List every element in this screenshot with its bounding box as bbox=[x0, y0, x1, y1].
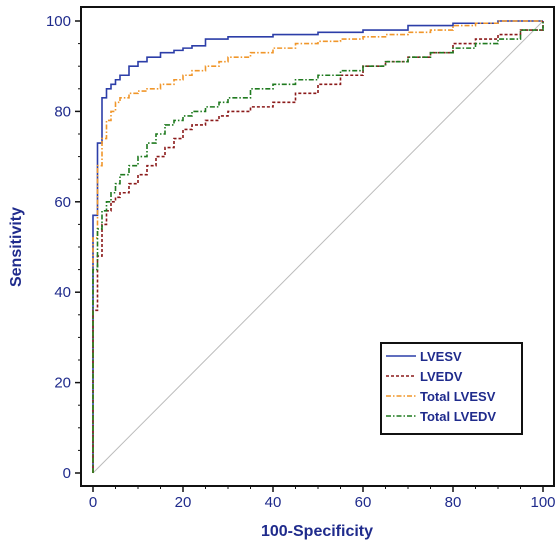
legend-label-total-lvedv: Total LVEDV bbox=[420, 409, 496, 424]
series-line-lvedv bbox=[92, 21, 544, 473]
y-tick-label: 20 bbox=[54, 375, 71, 392]
series-line-total-lvesv bbox=[92, 20, 543, 473]
series-line-lvesv bbox=[92, 20, 543, 473]
x-tick-label: 20 bbox=[175, 494, 192, 511]
legend-label-total-lvesv: Total LVESV bbox=[420, 389, 496, 404]
legend-items: LVESV LVEDV Total LVESV Total LVEDV bbox=[386, 349, 496, 424]
legend-label-lvedv: LVEDV bbox=[420, 369, 463, 384]
y-tick-label: 80 bbox=[54, 103, 71, 120]
x-tick-label: 60 bbox=[355, 494, 372, 511]
legend-label-lvesv: LVESV bbox=[420, 349, 462, 364]
y-tick-label: 100 bbox=[46, 13, 71, 30]
series-layer bbox=[92, 20, 544, 473]
y-axis-title: Sensitivity bbox=[8, 207, 25, 287]
x-axis-title: 100-Specificity bbox=[261, 523, 373, 540]
x-tick-label: 40 bbox=[265, 494, 282, 511]
x-tick-label: 0 bbox=[89, 494, 97, 511]
legend: LVESV LVEDV Total LVESV Total LVEDV bbox=[380, 342, 523, 435]
y-tick-label: 40 bbox=[54, 284, 71, 301]
series-line-total-lvedv bbox=[92, 21, 544, 473]
legend-box bbox=[380, 342, 523, 435]
x-tick-label: 100 bbox=[530, 494, 555, 511]
x-axis-ticks: 0 20 40 60 80 100 bbox=[89, 486, 556, 511]
x-tick-label: 80 bbox=[445, 494, 462, 511]
y-axis-ticks: 0 20 40 60 80 100 bbox=[46, 13, 81, 482]
reference-diagonal-line bbox=[92, 20, 544, 474]
y-tick-label: 60 bbox=[54, 194, 71, 211]
y-tick-label: 0 bbox=[63, 465, 71, 482]
